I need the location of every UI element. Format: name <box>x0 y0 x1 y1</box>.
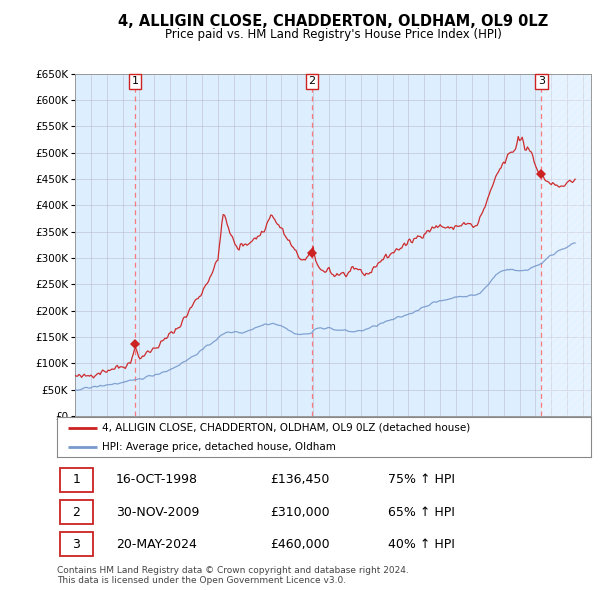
Text: HPI: Average price, detached house, Oldham: HPI: Average price, detached house, Oldh… <box>103 442 336 452</box>
FancyBboxPatch shape <box>59 532 93 556</box>
Text: Price paid vs. HM Land Registry's House Price Index (HPI): Price paid vs. HM Land Registry's House … <box>164 28 502 41</box>
FancyBboxPatch shape <box>59 467 93 491</box>
Text: 1: 1 <box>72 473 80 486</box>
Text: 3: 3 <box>72 538 80 551</box>
FancyBboxPatch shape <box>59 500 93 524</box>
Text: 3: 3 <box>538 76 545 86</box>
Text: £310,000: £310,000 <box>271 506 330 519</box>
Text: Contains HM Land Registry data © Crown copyright and database right 2024.
This d: Contains HM Land Registry data © Crown c… <box>57 566 409 585</box>
Text: 2: 2 <box>72 506 80 519</box>
Text: 4, ALLIGIN CLOSE, CHADDERTON, OLDHAM, OL9 0LZ (detached house): 4, ALLIGIN CLOSE, CHADDERTON, OLDHAM, OL… <box>103 423 470 433</box>
Text: £136,450: £136,450 <box>271 473 330 486</box>
Text: 65% ↑ HPI: 65% ↑ HPI <box>388 506 455 519</box>
Text: 4, ALLIGIN CLOSE, CHADDERTON, OLDHAM, OL9 0LZ: 4, ALLIGIN CLOSE, CHADDERTON, OLDHAM, OL… <box>118 14 548 30</box>
Text: 75% ↑ HPI: 75% ↑ HPI <box>388 473 455 486</box>
Text: 16-OCT-1998: 16-OCT-1998 <box>116 473 198 486</box>
Text: 1: 1 <box>131 76 139 86</box>
Text: 20-MAY-2024: 20-MAY-2024 <box>116 538 197 551</box>
Text: £460,000: £460,000 <box>271 538 330 551</box>
Text: 40% ↑ HPI: 40% ↑ HPI <box>388 538 455 551</box>
Text: 2: 2 <box>308 76 316 86</box>
Text: 30-NOV-2009: 30-NOV-2009 <box>116 506 199 519</box>
